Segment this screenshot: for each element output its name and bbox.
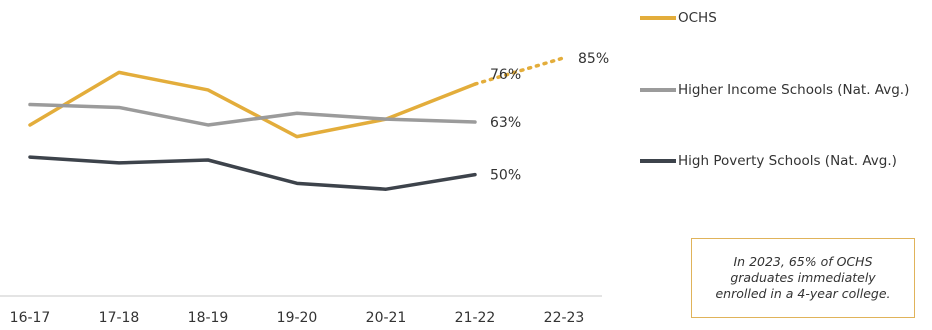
x-tick-label: 18-19	[188, 310, 229, 326]
data-point-ochs	[28, 123, 32, 127]
legend-label-ochs: OCHS	[678, 10, 717, 26]
annotation-text: In 2023, 65% of OCHS graduates immediate…	[715, 254, 891, 301]
legend-item-ochs: OCHS	[640, 10, 717, 26]
data-point-high-poverty-schools-nat-avg	[384, 187, 388, 191]
data-point-higher-income-schools-nat-avg	[206, 123, 210, 127]
x-tick-label: 21-22	[455, 310, 496, 326]
legend-swatch-ochs	[640, 16, 676, 20]
end-value-label-high-poverty-schools-nat-avg: 50%	[490, 168, 521, 184]
series-line-high-poverty-schools-nat-avg	[28, 155, 477, 191]
projected-line-ochs	[473, 56, 566, 86]
data-point-ochs	[295, 135, 299, 139]
legend-item-high-poverty: High Poverty Schools (Nat. Avg.)	[640, 153, 897, 169]
x-tick-label: 17-18	[99, 310, 140, 326]
data-point-high-poverty-schools-nat-avg	[206, 158, 210, 162]
data-point-high-poverty-schools-nat-avg	[117, 161, 121, 165]
data-point-high-poverty-schools-nat-avg	[28, 155, 32, 159]
data-point-higher-income-schools-nat-avg	[28, 103, 32, 107]
legend-swatch-high-poverty	[640, 159, 676, 163]
series-line-higher-income-schools-nat-avg	[28, 102, 477, 127]
legend-label-higher-income: Higher Income Schools (Nat. Avg.)	[678, 82, 910, 98]
end-value-label-higher-income-schools-nat-avg: 63%	[490, 115, 521, 131]
data-point-high-poverty-schools-nat-avg	[473, 173, 477, 177]
legend-label-high-poverty: High Poverty Schools (Nat. Avg.)	[678, 153, 897, 169]
data-point-higher-income-schools-nat-avg	[117, 105, 121, 109]
data-point-higher-income-schools-nat-avg	[384, 117, 388, 121]
series-line-ochs	[28, 70, 477, 139]
annotation-box: In 2023, 65% of OCHS graduates immediate…	[691, 238, 915, 318]
data-point-higher-income-schools-nat-avg	[473, 120, 477, 124]
x-tick-label: 16-17	[10, 310, 51, 326]
data-point-high-poverty-schools-nat-avg	[295, 181, 299, 185]
x-tick-label: 22-23	[544, 310, 585, 326]
x-tick-label: 20-21	[366, 310, 407, 326]
end-value-label-ochs: 76%	[490, 67, 521, 83]
data-point-higher-income-schools-nat-avg	[295, 111, 299, 115]
data-point-ochs	[206, 88, 210, 92]
data-point-ochs	[117, 70, 121, 74]
legend-item-higher-income: Higher Income Schools (Nat. Avg.)	[640, 82, 909, 98]
x-tick-label: 19-20	[277, 310, 318, 326]
projected-value-label: 85%	[578, 51, 609, 67]
legend-swatch-higher-income	[640, 88, 676, 92]
